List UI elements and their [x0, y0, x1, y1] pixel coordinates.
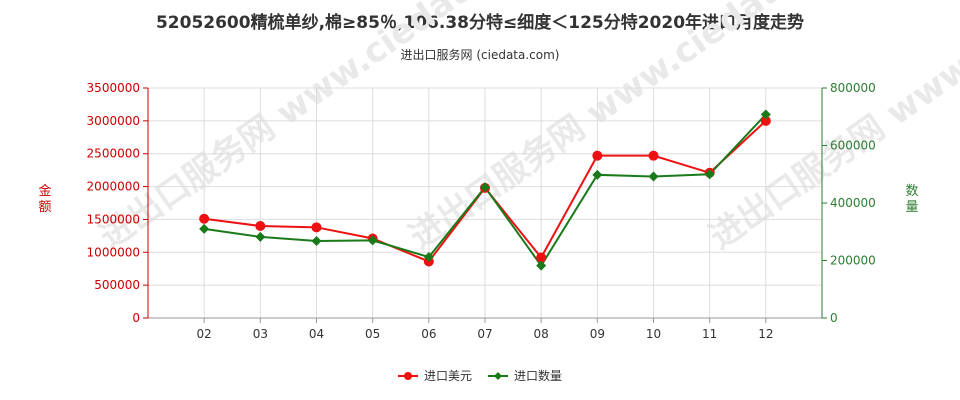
series-usd-point [311, 222, 322, 233]
right-tick-label: 0 [830, 311, 838, 325]
series-layer [199, 109, 771, 271]
series-qty-point [536, 260, 547, 271]
axis-layer: 0500000100000015000002000000250000030000… [38, 81, 918, 341]
legend-usd-label: 进口美元 [424, 369, 472, 383]
series-qty-point [704, 169, 715, 180]
x-tick-label: 06 [421, 327, 436, 341]
x-tick-label: 05 [365, 327, 380, 341]
left-tick-label: 2000000 [87, 180, 140, 194]
series-usd-point [255, 221, 266, 231]
left-tick-label: 2500000 [87, 147, 140, 161]
x-tick-label: 08 [534, 327, 549, 341]
x-tick-label: 11 [702, 327, 717, 341]
grid-layer [148, 87, 823, 318]
x-tick-label: 07 [477, 327, 492, 341]
series-qty-point [367, 235, 378, 246]
series-qty-point [760, 109, 771, 120]
x-tick-label: 03 [253, 327, 268, 341]
series-usd-point [199, 213, 210, 224]
series-qty-point [199, 223, 210, 234]
series-usd-point [592, 150, 603, 161]
left-tick-label: 0 [132, 311, 140, 325]
legend-usd-swatch-marker [404, 372, 412, 380]
chart-title: 52052600精梳单纱,棉≥85％,106.38分特≤细度＜125分特2020… [155, 13, 805, 33]
legend-qty-label: 进口数量 [514, 368, 562, 383]
legend-qty-swatch-marker [494, 372, 502, 380]
right-tick-label: 400000 [830, 196, 876, 210]
series-qty-point [311, 235, 322, 246]
series-usd-point [760, 115, 771, 126]
series-qty-point [648, 171, 659, 182]
x-tick-label: 12 [758, 327, 773, 341]
legend-layer: 进口美元 进口数量 [398, 368, 562, 383]
right-tick-label: 200000 [830, 254, 876, 268]
right-axis-title: 数量 [905, 184, 918, 215]
x-tick-label: 02 [197, 327, 212, 341]
left-tick-label: 1000000 [87, 245, 140, 259]
watermark-text: 进出口服务网 www.ciedata.com [702, 0, 960, 257]
left-axis-title: 金额 [38, 183, 51, 215]
watermark-text: 进出口服务网 www.ciedata.com [92, 0, 569, 257]
chart-subtitle: 进出口服务网 (ciedata.com) [400, 48, 560, 62]
series-usd-point [536, 252, 547, 263]
left-tick-label: 1500000 [87, 212, 140, 226]
left-tick-label: 3500000 [87, 81, 140, 95]
series-qty-point [480, 182, 490, 193]
x-tick-label: 09 [590, 327, 605, 341]
x-tick-label: 10 [646, 327, 661, 341]
right-tick-label: 800000 [830, 81, 876, 95]
right-tick-label: 600000 [830, 139, 876, 153]
series-qty-point [255, 231, 266, 242]
left-tick-label: 3000000 [87, 114, 140, 128]
series-qty-point [423, 252, 434, 263]
watermark-text: 进出口服务网 www.ciedata.com [402, 0, 879, 257]
x-tick-label: 04 [309, 327, 324, 341]
series-usd-point [648, 150, 659, 161]
series-qty-point [592, 169, 603, 180]
left-tick-label: 500000 [94, 278, 140, 292]
